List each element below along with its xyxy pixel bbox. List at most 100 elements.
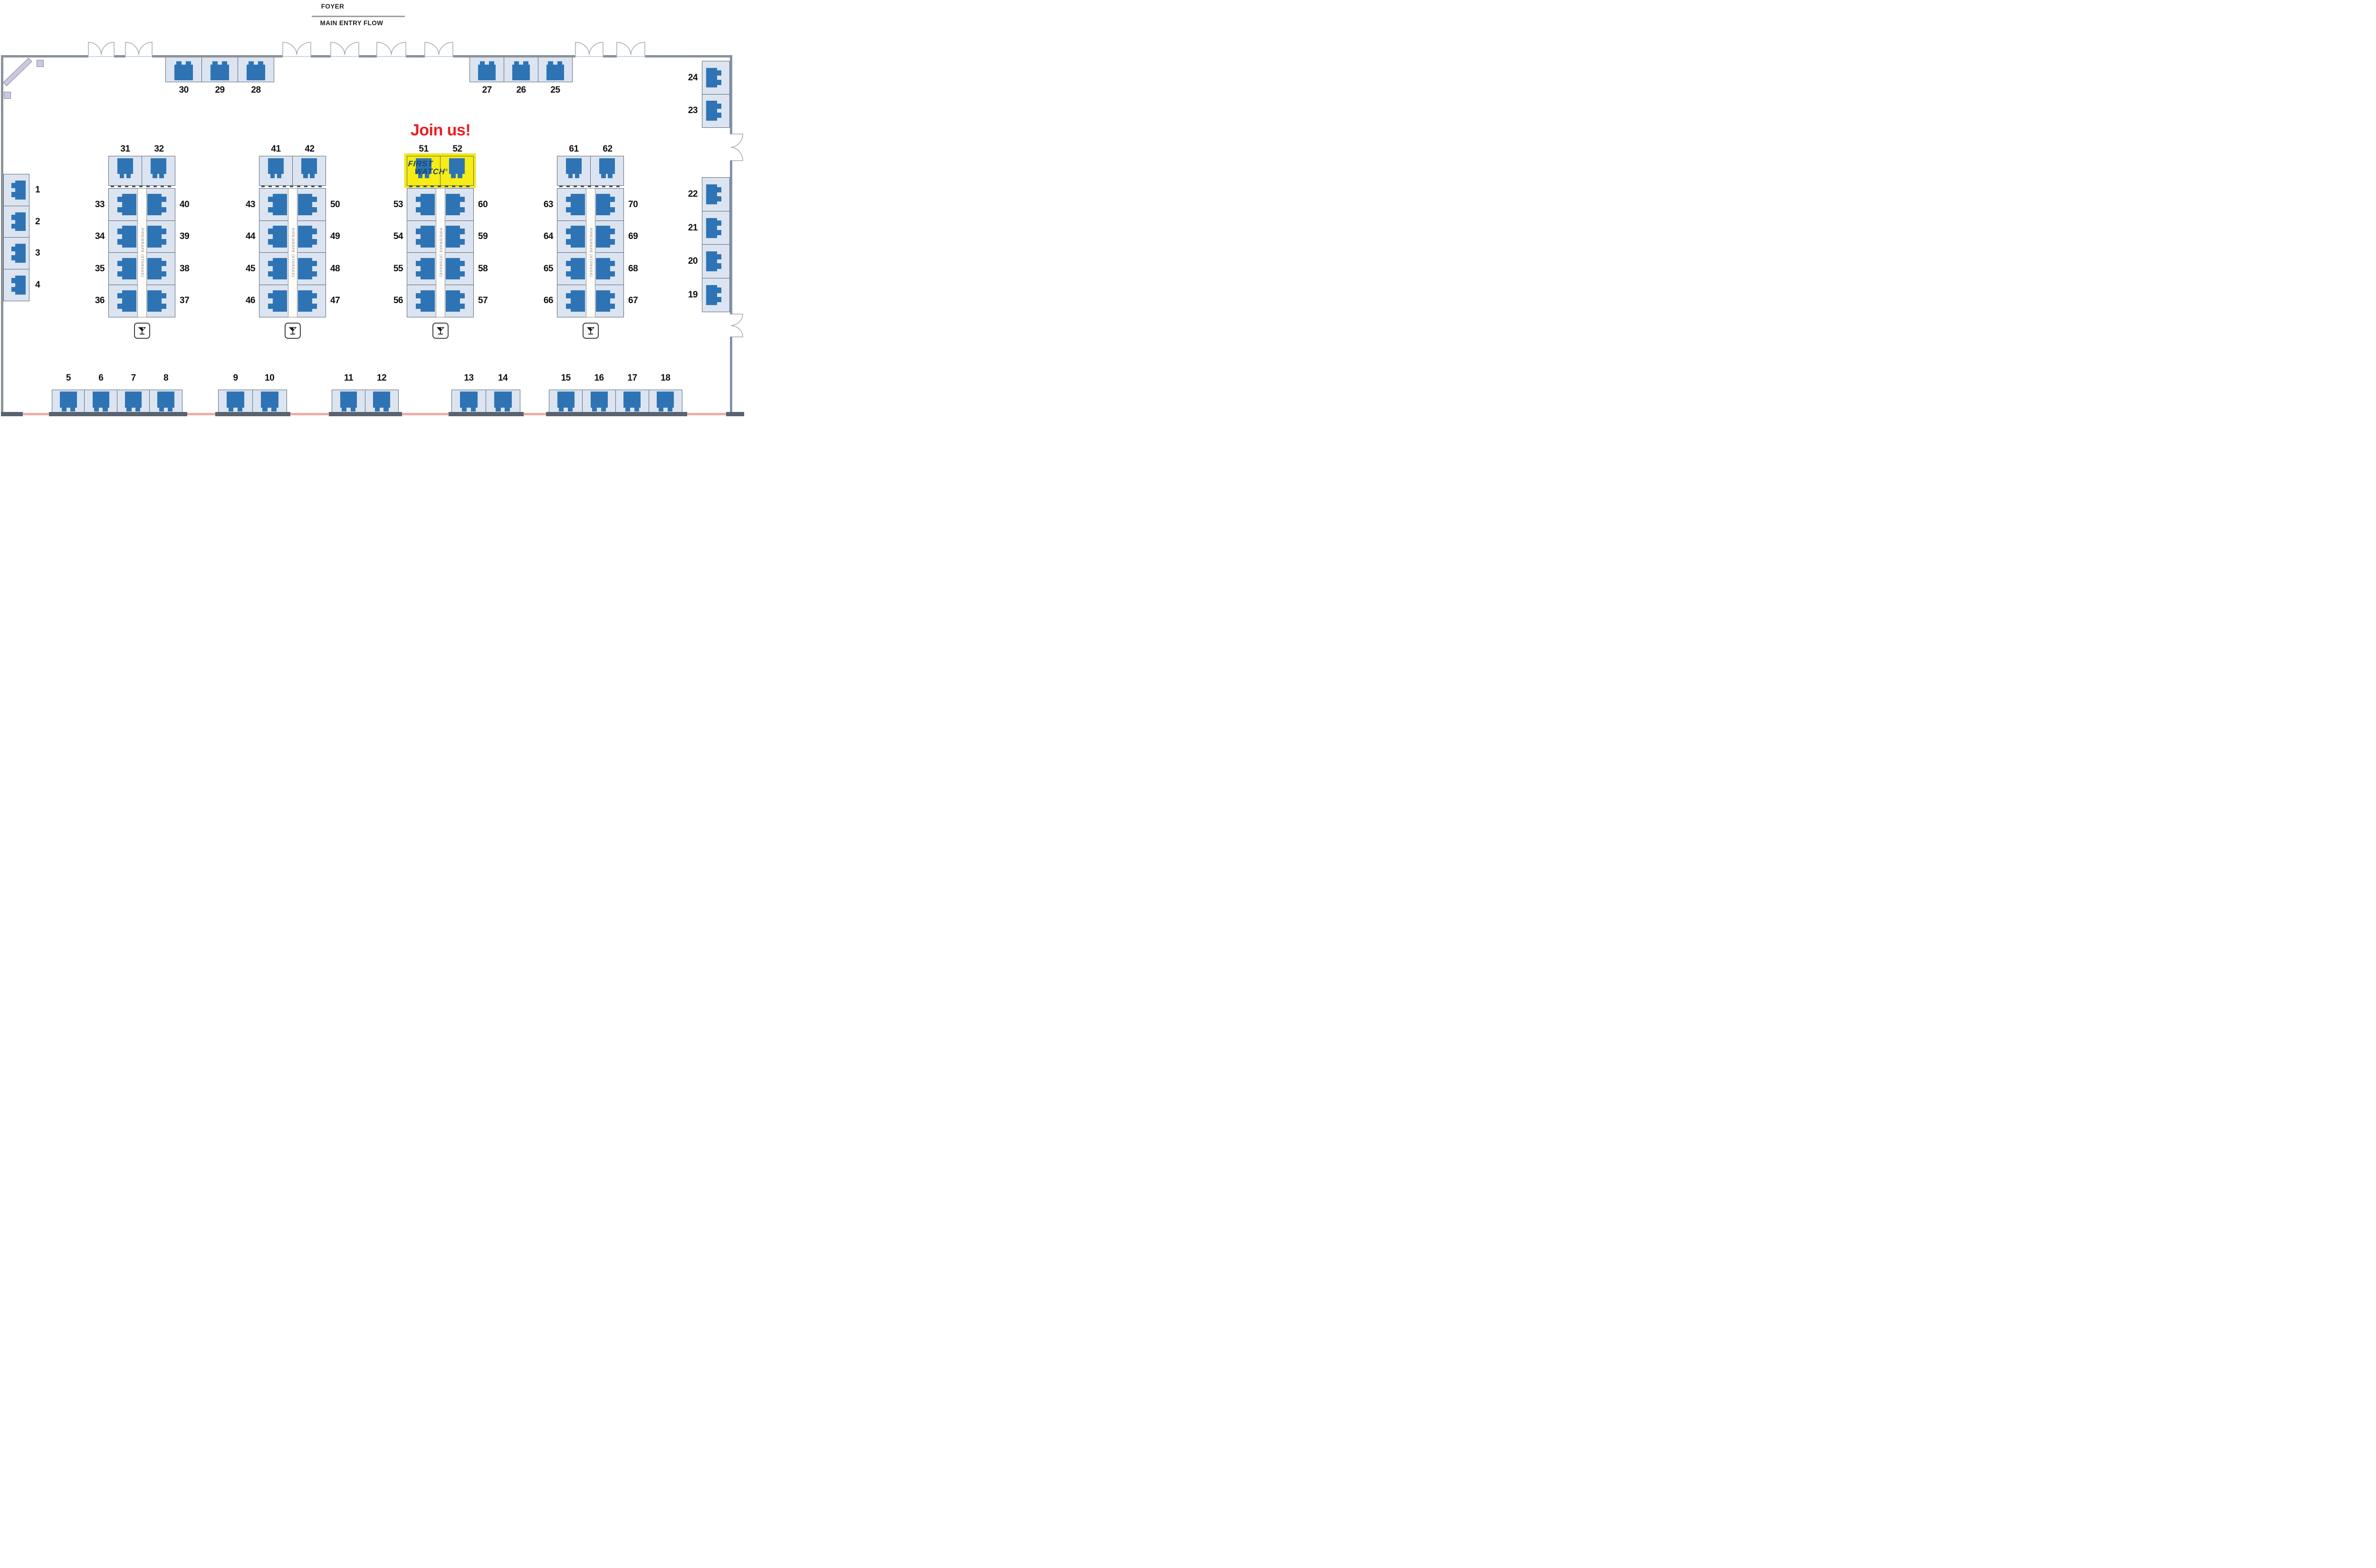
booth-label-26: 26 — [516, 85, 526, 95]
booth-15 — [549, 390, 583, 416]
booth-34 — [108, 220, 142, 253]
door-threshold — [283, 56, 311, 57]
pipe-drape-storage-strip: PIPE/DRAPE (STORAGE) — [137, 188, 147, 317]
martini-icon — [586, 327, 595, 335]
booth-label-46: 46 — [245, 296, 256, 306]
pipe-drape-dash-line — [409, 186, 472, 187]
table-icon — [702, 178, 729, 211]
pipe-drape-storage-label: PIPE/DRAPE (STORAGE) — [140, 228, 144, 277]
booth-label-10: 10 — [265, 373, 275, 383]
wall-right-segment — [730, 337, 732, 415]
booth-label-14: 14 — [498, 373, 508, 383]
table-icon — [441, 156, 473, 185]
booth-label-49: 49 — [330, 231, 340, 242]
table-icon — [702, 278, 729, 312]
booth-label-54: 54 — [393, 231, 403, 242]
booth-3 — [3, 237, 29, 270]
booth-label-56: 56 — [393, 296, 403, 306]
booth-label-55: 55 — [393, 263, 403, 274]
booth-label-67: 67 — [628, 296, 638, 306]
booth-label-8: 8 — [163, 373, 169, 383]
floor-plan: FOYER MAIN ENTRY FLOW Join us! FIRST WAT… — [0, 0, 745, 420]
door-threshold — [125, 56, 152, 57]
table-icon — [109, 189, 142, 220]
corner-marker-box — [4, 92, 11, 99]
table-icon — [202, 57, 238, 82]
table-icon — [332, 390, 365, 416]
table-icon — [219, 390, 252, 416]
wall-bottom-segment — [329, 412, 402, 416]
booth-58 — [440, 252, 474, 286]
booth-8 — [149, 390, 182, 416]
booth-66 — [557, 284, 591, 317]
table-icon — [538, 57, 572, 82]
table-icon — [259, 285, 292, 317]
booth-18 — [648, 390, 682, 416]
booth-label-59: 59 — [478, 231, 488, 242]
booth-label-25: 25 — [550, 85, 560, 95]
table-icon — [4, 269, 29, 301]
side-door — [730, 314, 743, 337]
booth-27 — [469, 57, 505, 82]
door-threshold — [88, 56, 114, 57]
booth-25 — [537, 57, 573, 82]
booth-24 — [702, 61, 730, 95]
booth-42 — [292, 156, 326, 186]
booth-28 — [237, 57, 275, 82]
booth-label-16: 16 — [594, 373, 604, 383]
table-icon — [583, 390, 615, 416]
table-icon — [142, 189, 175, 220]
booth-label-36: 36 — [95, 296, 105, 306]
booth-label-24: 24 — [688, 72, 698, 83]
wall-top-segment — [453, 55, 575, 57]
registered-mark: ® — [445, 169, 448, 172]
booth-label-53: 53 — [393, 199, 403, 210]
door-threshold — [425, 56, 453, 57]
booth-23 — [702, 94, 730, 128]
booth-label-28: 28 — [251, 85, 261, 95]
booth-17 — [615, 390, 650, 416]
table-icon — [441, 253, 473, 285]
booth-31 — [108, 156, 142, 186]
side-door — [730, 134, 743, 161]
wall-bottom-segment — [215, 412, 290, 416]
booth-label-37: 37 — [180, 296, 190, 306]
table-icon — [4, 206, 29, 238]
table-icon — [4, 174, 29, 206]
booth-12 — [364, 390, 399, 416]
door-swings-layer — [88, 42, 743, 337]
wall-bottom-segment — [726, 412, 744, 416]
table-icon — [4, 238, 29, 269]
booth-label-34: 34 — [95, 231, 105, 242]
table-icon — [142, 253, 175, 285]
booth-label-15: 15 — [561, 373, 571, 383]
booth-44 — [259, 220, 293, 253]
booth-label-68: 68 — [628, 263, 638, 274]
wall-top-segment — [1, 55, 88, 57]
booth-label-27: 27 — [482, 85, 492, 95]
booth-39 — [141, 220, 175, 253]
door-threshold — [575, 56, 603, 57]
door-threshold — [331, 56, 359, 57]
booth-label-38: 38 — [180, 263, 190, 274]
table-icon — [649, 390, 682, 416]
pipe-drape-storage-label: PIPE/DRAPE (STORAGE) — [439, 228, 442, 277]
booth-26 — [503, 57, 539, 82]
booth-label-5: 5 — [66, 373, 71, 383]
table-icon — [407, 285, 440, 317]
booth-53 — [407, 188, 441, 221]
pipe-drape-storage-strip: PIPE/DRAPE (STORAGE) — [288, 188, 297, 317]
wall-top-segment — [152, 55, 283, 57]
booth-22 — [702, 177, 730, 211]
booth-label-52: 52 — [452, 144, 462, 154]
first-watch-logo-line1: FIRST — [407, 160, 433, 168]
table-icon — [441, 221, 473, 253]
booth-62 — [590, 156, 624, 186]
table-icon — [253, 390, 287, 416]
booth-41 — [259, 156, 293, 186]
booth-55 — [407, 252, 441, 286]
table-icon — [238, 57, 274, 82]
booth-68 — [590, 252, 624, 286]
booth-label-3: 3 — [35, 248, 40, 258]
booth-label-9: 9 — [233, 373, 238, 383]
